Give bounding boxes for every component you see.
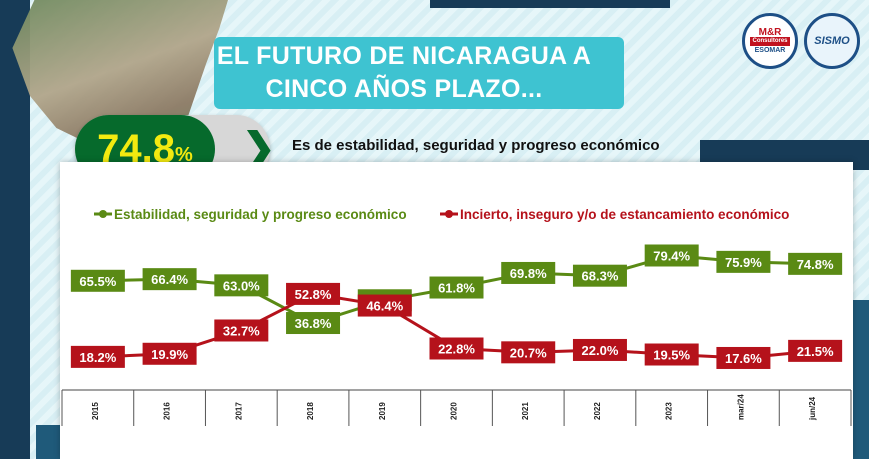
x-tick-label: 2017 [234, 402, 243, 420]
x-tick-label: mar/24 [736, 394, 745, 420]
legend-swatch-marker-1 [445, 210, 453, 218]
data-label: 19.5% [653, 348, 690, 363]
data-label: 21.5% [797, 344, 834, 359]
data-label-box [357, 294, 412, 317]
sismo-logo: SISMO [804, 13, 860, 69]
data-label-box [70, 269, 125, 292]
data-label: 69.8% [510, 266, 547, 281]
x-tick-label: 2020 [450, 402, 459, 420]
page-title: EL FUTURO DE NICARAGUA A CINCO AÑOS PLAZ… [214, 40, 594, 106]
data-label-box [501, 261, 556, 284]
title-box [214, 37, 624, 109]
data-label: 19.9% [151, 347, 188, 362]
data-label-box [286, 282, 341, 305]
data-label-box [572, 338, 627, 361]
title-line-2: CINCO AÑOS PLAZO... [265, 75, 543, 103]
highlight-unit: % [175, 143, 193, 166]
x-tick-label: jun/24 [808, 396, 817, 421]
highlight-caption: Es de estabilidad, seguridad y progreso … [292, 137, 660, 154]
x-tick-label: 2015 [91, 402, 100, 420]
data-label: 75.9% [725, 255, 762, 270]
data-label: 61.8% [438, 281, 475, 296]
x-tick-label: 2019 [378, 402, 387, 420]
data-label: 22.8% [438, 342, 475, 357]
logo-text-consultores: Consultores [750, 36, 790, 46]
data-label: 36.8% [295, 316, 332, 331]
data-label-box [429, 276, 484, 299]
legend-label-0: Estabilidad, seguridad y progreso económ… [114, 207, 407, 222]
data-label-box [429, 337, 484, 360]
data-label-box [214, 319, 269, 342]
data-label: 18.2% [79, 350, 116, 365]
data-label-box [286, 312, 341, 335]
data-label: 20.7% [510, 345, 547, 360]
top-bar [430, 0, 670, 8]
x-tick-label: 2023 [665, 402, 674, 420]
x-tick-label: 2018 [306, 402, 315, 420]
logo-text-esomar: ESOMAR [754, 46, 786, 54]
logo-text-sismo: SISMO [814, 34, 850, 47]
data-label-box [716, 250, 771, 273]
data-label: 68.3% [582, 269, 619, 284]
x-tick-label: 2022 [593, 402, 602, 420]
data-label-box [572, 264, 627, 287]
data-label: 65.5% [79, 274, 116, 289]
data-label: 74.8% [797, 257, 834, 272]
data-label: 63.0% [223, 278, 260, 293]
title-line-1: EL FUTURO DE NICARAGUA A [216, 42, 592, 70]
data-label-box [501, 341, 556, 364]
chart-card: Estabilidad, seguridad y progreso económ… [60, 162, 853, 459]
logo-text-mr: M&R [758, 26, 782, 38]
line-chart: Estabilidad, seguridad y progreso económ… [61, 207, 852, 426]
data-label: 46.4% [366, 299, 403, 314]
data-label: 17.6% [725, 351, 762, 366]
data-label-box [644, 343, 699, 366]
data-label-box [788, 339, 843, 362]
mr-consultores-logo: M&R Consultores ESOMAR [742, 13, 798, 69]
data-label-box [142, 268, 197, 291]
data-label-box [788, 252, 843, 275]
data-label-box [644, 244, 699, 267]
legend-swatch-marker-0 [99, 210, 107, 218]
data-label-box [70, 345, 125, 368]
x-tick-label: 2016 [163, 402, 172, 420]
data-label-box [716, 346, 771, 369]
data-label: 22.0% [582, 343, 619, 358]
data-label: 66.4% [151, 272, 188, 287]
data-label: 52.8% [295, 287, 332, 302]
chevron-right-icon: ❯ [242, 126, 276, 170]
data-label-box [214, 274, 269, 297]
data-label: 79.4% [653, 248, 690, 263]
data-label: 32.7% [223, 323, 260, 338]
legend-label-1: Incierto, inseguro y/o de estancamiento … [460, 207, 789, 222]
x-tick-label: 2021 [521, 402, 530, 420]
data-label-box [142, 342, 197, 365]
